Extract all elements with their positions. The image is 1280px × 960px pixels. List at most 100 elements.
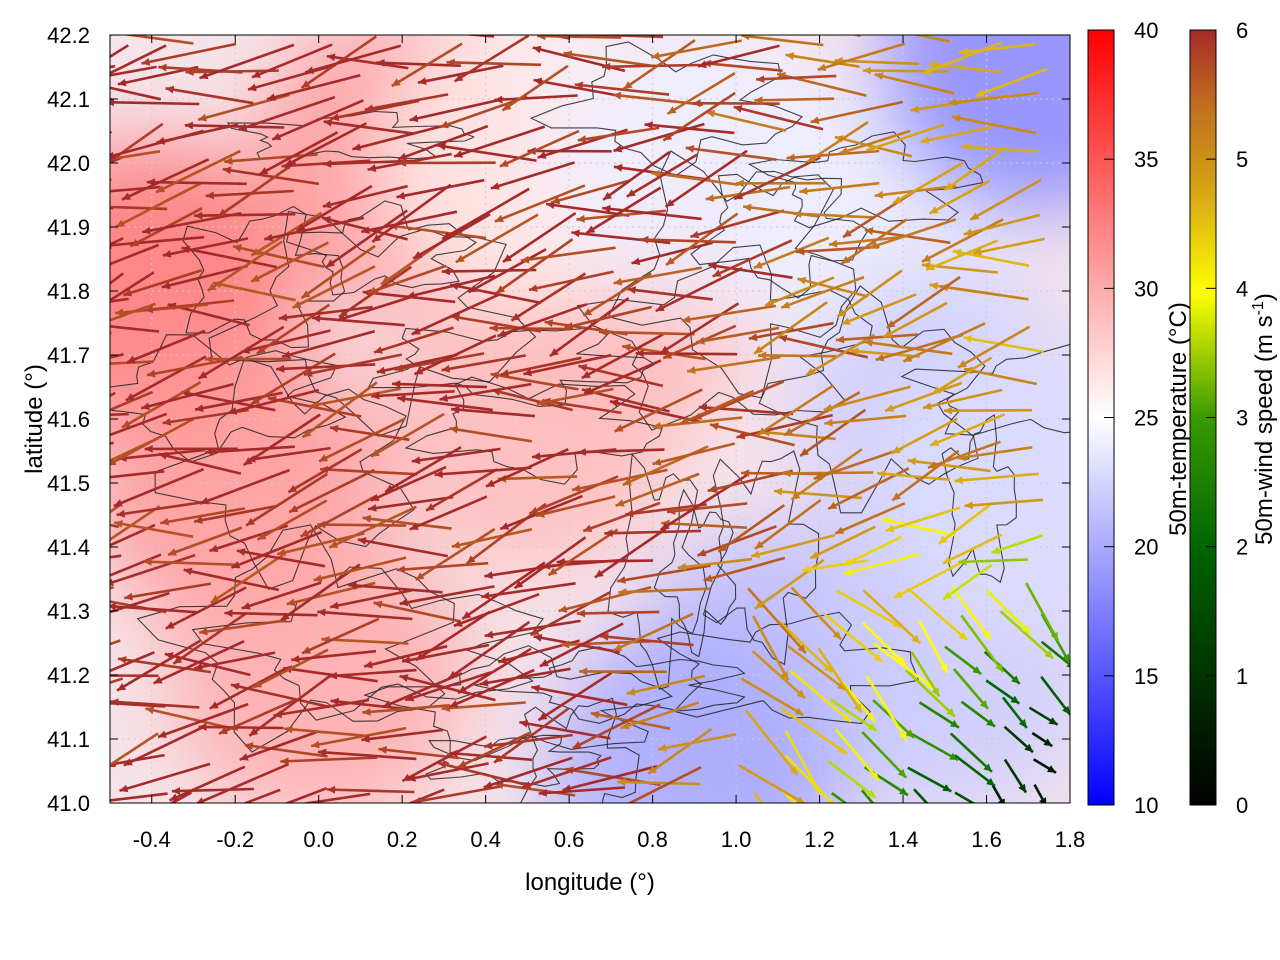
wind-vector-shaft bbox=[799, 181, 880, 194]
wind-vector-head bbox=[741, 469, 750, 477]
wind-vector-head bbox=[86, 773, 95, 781]
x-tick-label: 0.8 bbox=[637, 827, 668, 852]
wind-vector-shaft bbox=[744, 709, 799, 777]
wind-vector-head bbox=[558, 605, 568, 613]
wind-vector-head bbox=[141, 402, 150, 410]
wind-vector-shaft bbox=[413, 334, 497, 376]
wind-vector-head bbox=[603, 191, 613, 200]
wind-vector-shaft bbox=[864, 340, 953, 356]
wind-vector-head bbox=[329, 540, 339, 548]
wind-vector-head bbox=[36, 307, 45, 315]
wind-vector-shaft bbox=[497, 303, 588, 338]
wind-vector-head bbox=[228, 407, 238, 415]
colorbar-tick-label: 10 bbox=[1134, 793, 1158, 818]
wind-vector-shaft bbox=[467, 248, 547, 294]
wind-vector-head bbox=[468, 285, 478, 293]
wind-vector-shaft bbox=[206, 240, 283, 292]
wind-vector-shaft bbox=[886, 275, 961, 329]
wind-vector-head bbox=[944, 182, 954, 191]
wind-vector-shaft bbox=[251, 43, 333, 79]
wind-vector-head bbox=[843, 229, 852, 238]
wind-vector-head bbox=[885, 404, 895, 412]
wind-vector-head bbox=[105, 832, 114, 839]
wind-vector-head bbox=[161, 281, 171, 290]
wind-vector-shaft bbox=[414, 527, 496, 581]
wind-vector-head bbox=[171, 787, 181, 795]
y-tick-label: 41.5 bbox=[47, 471, 90, 496]
wind-vector-shaft bbox=[362, 704, 450, 714]
wind-vector-head bbox=[946, 708, 955, 717]
wind-vector-shaft bbox=[266, 74, 361, 101]
colorbar-tick-label: 5 bbox=[1236, 147, 1248, 172]
wind-vector-head bbox=[797, 276, 807, 285]
wind-vector-head bbox=[930, 438, 940, 446]
wind-vector-shaft bbox=[581, 333, 664, 380]
wind-vector-shaft bbox=[195, 762, 290, 803]
wind-vector-shaft bbox=[284, 122, 368, 168]
wind-vector-head bbox=[842, 713, 851, 722]
wind-vector-head bbox=[125, 393, 135, 401]
wind-vector-shaft bbox=[244, 743, 328, 758]
wind-vector-shaft bbox=[652, 442, 736, 466]
wind-vector-head bbox=[813, 472, 823, 480]
wind-vector-shaft bbox=[453, 35, 530, 83]
wind-vector-shaft bbox=[829, 698, 878, 732]
wind-vector-shaft bbox=[252, 648, 329, 689]
wind-vector-shaft bbox=[396, 178, 485, 199]
wind-vector-head bbox=[266, 93, 276, 102]
wind-vector-head bbox=[982, 806, 991, 814]
wind-vector-shaft bbox=[283, 666, 378, 683]
wind-vector-shaft bbox=[110, 271, 155, 302]
wind-vector-head bbox=[441, 267, 450, 276]
wind-vector-shaft bbox=[754, 498, 822, 550]
wind-vector-shaft bbox=[655, 267, 743, 313]
x-tick-label: 0.6 bbox=[554, 827, 585, 852]
terrain-contour bbox=[519, 697, 640, 803]
wind-vector-shaft bbox=[556, 559, 654, 564]
wind-vector-head bbox=[754, 345, 764, 354]
wind-vector-shaft bbox=[884, 381, 963, 413]
wind-vector-shaft bbox=[370, 465, 447, 502]
terrain-contour bbox=[690, 173, 869, 299]
wind-vector-head bbox=[806, 367, 815, 376]
wind-vector-shaft bbox=[881, 517, 955, 537]
wind-vector-shaft bbox=[598, 330, 695, 336]
wind-vector-shaft bbox=[799, 408, 867, 457]
wind-vector-shaft bbox=[304, 44, 402, 74]
wind-vector-shaft bbox=[839, 129, 911, 155]
wind-vector-head bbox=[402, 656, 411, 664]
wind-vector-shaft bbox=[747, 587, 807, 654]
wind-vector-head bbox=[27, 358, 36, 365]
x-axis-ticks: -0.4 -0.2 0.0 0.2 0.4 0.6 0.8 1.0 1.2 1.4 1.6 1.8 bbox=[133, 35, 1085, 852]
wind-vector-head bbox=[753, 261, 763, 269]
wind-vector-head bbox=[810, 551, 820, 559]
wind-vector-head bbox=[948, 98, 957, 107]
wind-vector-shaft bbox=[954, 791, 976, 803]
wind-vector-head bbox=[481, 591, 490, 600]
wind-vector-shaft bbox=[738, 764, 806, 803]
wind-vector-head bbox=[490, 371, 500, 380]
wind-vector-head bbox=[640, 235, 649, 244]
wind-vector-head bbox=[870, 771, 879, 781]
wind-vector-head bbox=[1048, 717, 1058, 725]
wind-vector-shaft bbox=[677, 557, 753, 570]
y-tick-label: 41.7 bbox=[47, 343, 90, 368]
wind-vector-shaft bbox=[110, 272, 124, 285]
wind-vector-head bbox=[184, 121, 193, 130]
wind-vector-shaft bbox=[806, 121, 869, 164]
wind-vector-head bbox=[682, 315, 691, 324]
wind-vector-head bbox=[578, 364, 588, 372]
wind-vector-head bbox=[251, 274, 261, 282]
wind-vector-shaft bbox=[787, 645, 847, 691]
wind-vector-head bbox=[398, 152, 408, 161]
wind-vector-head bbox=[885, 524, 895, 533]
wind-vector-head bbox=[302, 646, 312, 654]
wind-vector-shaft bbox=[991, 784, 1005, 803]
wind-vector-shaft bbox=[449, 751, 533, 762]
wind-vector-shaft bbox=[184, 124, 285, 129]
wind-vector-shaft bbox=[752, 615, 790, 681]
wind-vector-shaft bbox=[412, 785, 502, 803]
wind-vector-shaft bbox=[960, 614, 1005, 673]
wind-vector-shaft bbox=[299, 494, 377, 538]
wind-vector-shaft bbox=[906, 587, 969, 642]
